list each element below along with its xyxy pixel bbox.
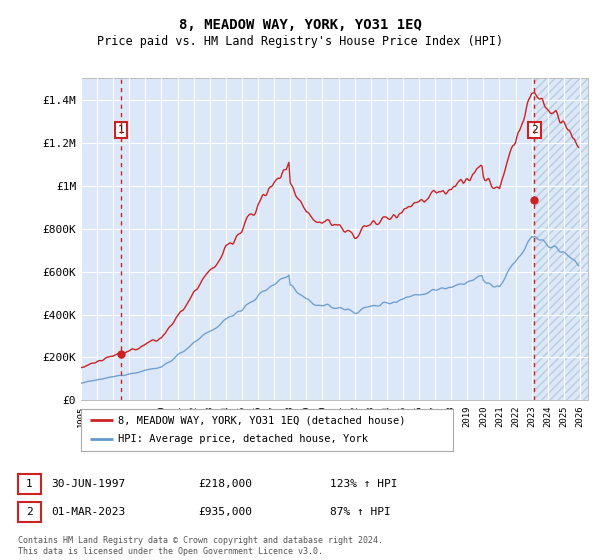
Text: 30-JUN-1997: 30-JUN-1997	[51, 479, 125, 489]
Text: 8, MEADOW WAY, YORK, YO31 1EQ: 8, MEADOW WAY, YORK, YO31 1EQ	[179, 18, 421, 32]
Text: 87% ↑ HPI: 87% ↑ HPI	[330, 507, 391, 517]
Text: £935,000: £935,000	[198, 507, 252, 517]
Text: 2: 2	[26, 507, 33, 517]
Text: 1: 1	[26, 479, 33, 489]
Text: 2: 2	[531, 125, 538, 135]
Text: 01-MAR-2023: 01-MAR-2023	[51, 507, 125, 517]
Text: Contains HM Land Registry data © Crown copyright and database right 2024.
This d: Contains HM Land Registry data © Crown c…	[18, 536, 383, 556]
Text: 123% ↑ HPI: 123% ↑ HPI	[330, 479, 398, 489]
Text: £218,000: £218,000	[198, 479, 252, 489]
Text: HPI: Average price, detached house, York: HPI: Average price, detached house, York	[118, 435, 368, 445]
Text: 1: 1	[118, 125, 125, 135]
Text: 8, MEADOW WAY, YORK, YO31 1EQ (detached house): 8, MEADOW WAY, YORK, YO31 1EQ (detached …	[118, 415, 406, 425]
Text: Price paid vs. HM Land Registry's House Price Index (HPI): Price paid vs. HM Land Registry's House …	[97, 35, 503, 49]
Bar	[535, 78, 600, 400]
